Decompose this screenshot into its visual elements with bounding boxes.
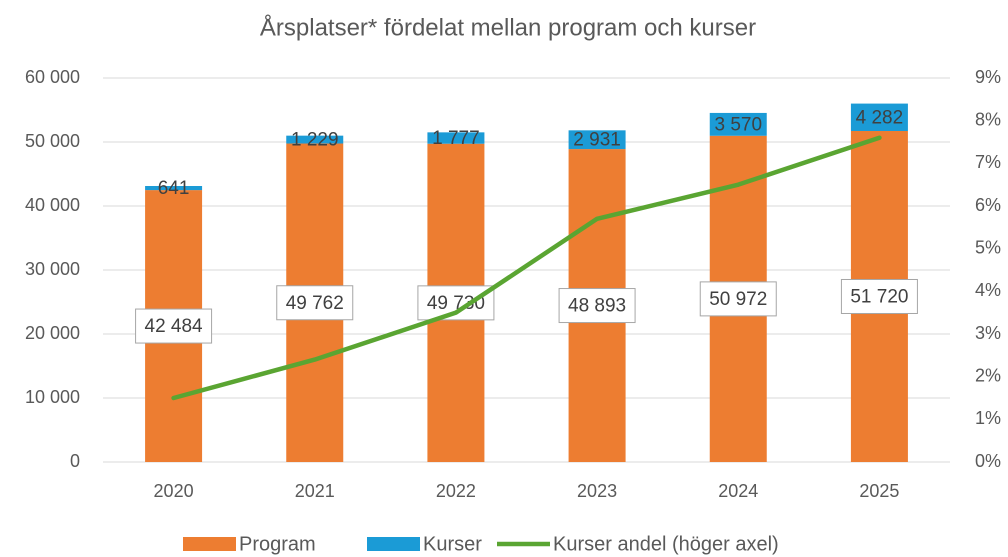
y-tick-label: 0	[70, 451, 80, 471]
y2-tick-label: 7%	[975, 152, 1001, 172]
bar	[709, 112, 767, 136]
data-label: 50 972	[709, 289, 767, 310]
data-label: 1 229	[291, 130, 339, 151]
legend-label: Program	[239, 533, 316, 555]
chart-title: Årsplatser* fördelat mellan program och …	[260, 13, 756, 41]
bar	[427, 132, 485, 144]
x-tick-label: 2025	[859, 481, 899, 501]
y2-tick-label: 1%	[975, 408, 1001, 428]
y2-tick-label: 0%	[975, 451, 1001, 471]
x-tick-label: 2021	[295, 481, 335, 501]
data-label: 3 570	[714, 114, 762, 135]
y2-tick-label: 3%	[975, 323, 1001, 343]
y-tick-label: 20 000	[25, 323, 80, 343]
legend-label: Kurser andel (höger axel)	[553, 533, 779, 555]
x-tick-label: 2023	[577, 481, 617, 501]
line-series	[171, 135, 882, 401]
data-label-box	[558, 288, 636, 324]
data-label-box	[276, 285, 354, 321]
data-label: 4 282	[856, 107, 904, 128]
bar	[850, 103, 908, 131]
y2-tick-label: 5%	[975, 237, 1001, 257]
y2-tick-label: 6%	[975, 195, 1001, 215]
y2-tick-label: 4%	[975, 280, 1001, 300]
data-label: 42 484	[145, 316, 204, 337]
data-label: 51 720	[850, 287, 908, 308]
data-label: 49 730	[427, 293, 485, 314]
legend-swatch	[367, 537, 420, 551]
x-tick-label: 2022	[436, 481, 476, 501]
y-tick-label: 60 000	[25, 67, 80, 87]
y-tick-label: 50 000	[25, 131, 80, 151]
y-tick-label: 30 000	[25, 259, 80, 279]
y-tick-label: 10 000	[25, 387, 80, 407]
data-label: 48 893	[568, 296, 626, 317]
legend-swatch	[183, 537, 236, 551]
data-label: 641	[158, 178, 190, 199]
bar	[286, 135, 344, 144]
y2-tick-label: 2%	[975, 365, 1001, 385]
data-label-box	[135, 308, 213, 344]
bar	[568, 130, 626, 150]
legend-label: Kurser	[423, 533, 482, 555]
y2-tick-label: 8%	[975, 109, 1001, 129]
y2-tick-label: 9%	[975, 67, 1001, 87]
data-label: 1 777	[432, 128, 480, 149]
grid	[103, 77, 950, 463]
data-label-box	[699, 281, 777, 317]
y-tick-label: 40 000	[25, 195, 80, 215]
x-tick-label: 2024	[718, 481, 758, 501]
data-label-box	[840, 278, 918, 314]
bar	[145, 186, 203, 191]
x-tick-label: 2020	[154, 481, 194, 501]
data-label: 2 931	[573, 130, 621, 151]
data-label: 49 762	[286, 293, 344, 314]
